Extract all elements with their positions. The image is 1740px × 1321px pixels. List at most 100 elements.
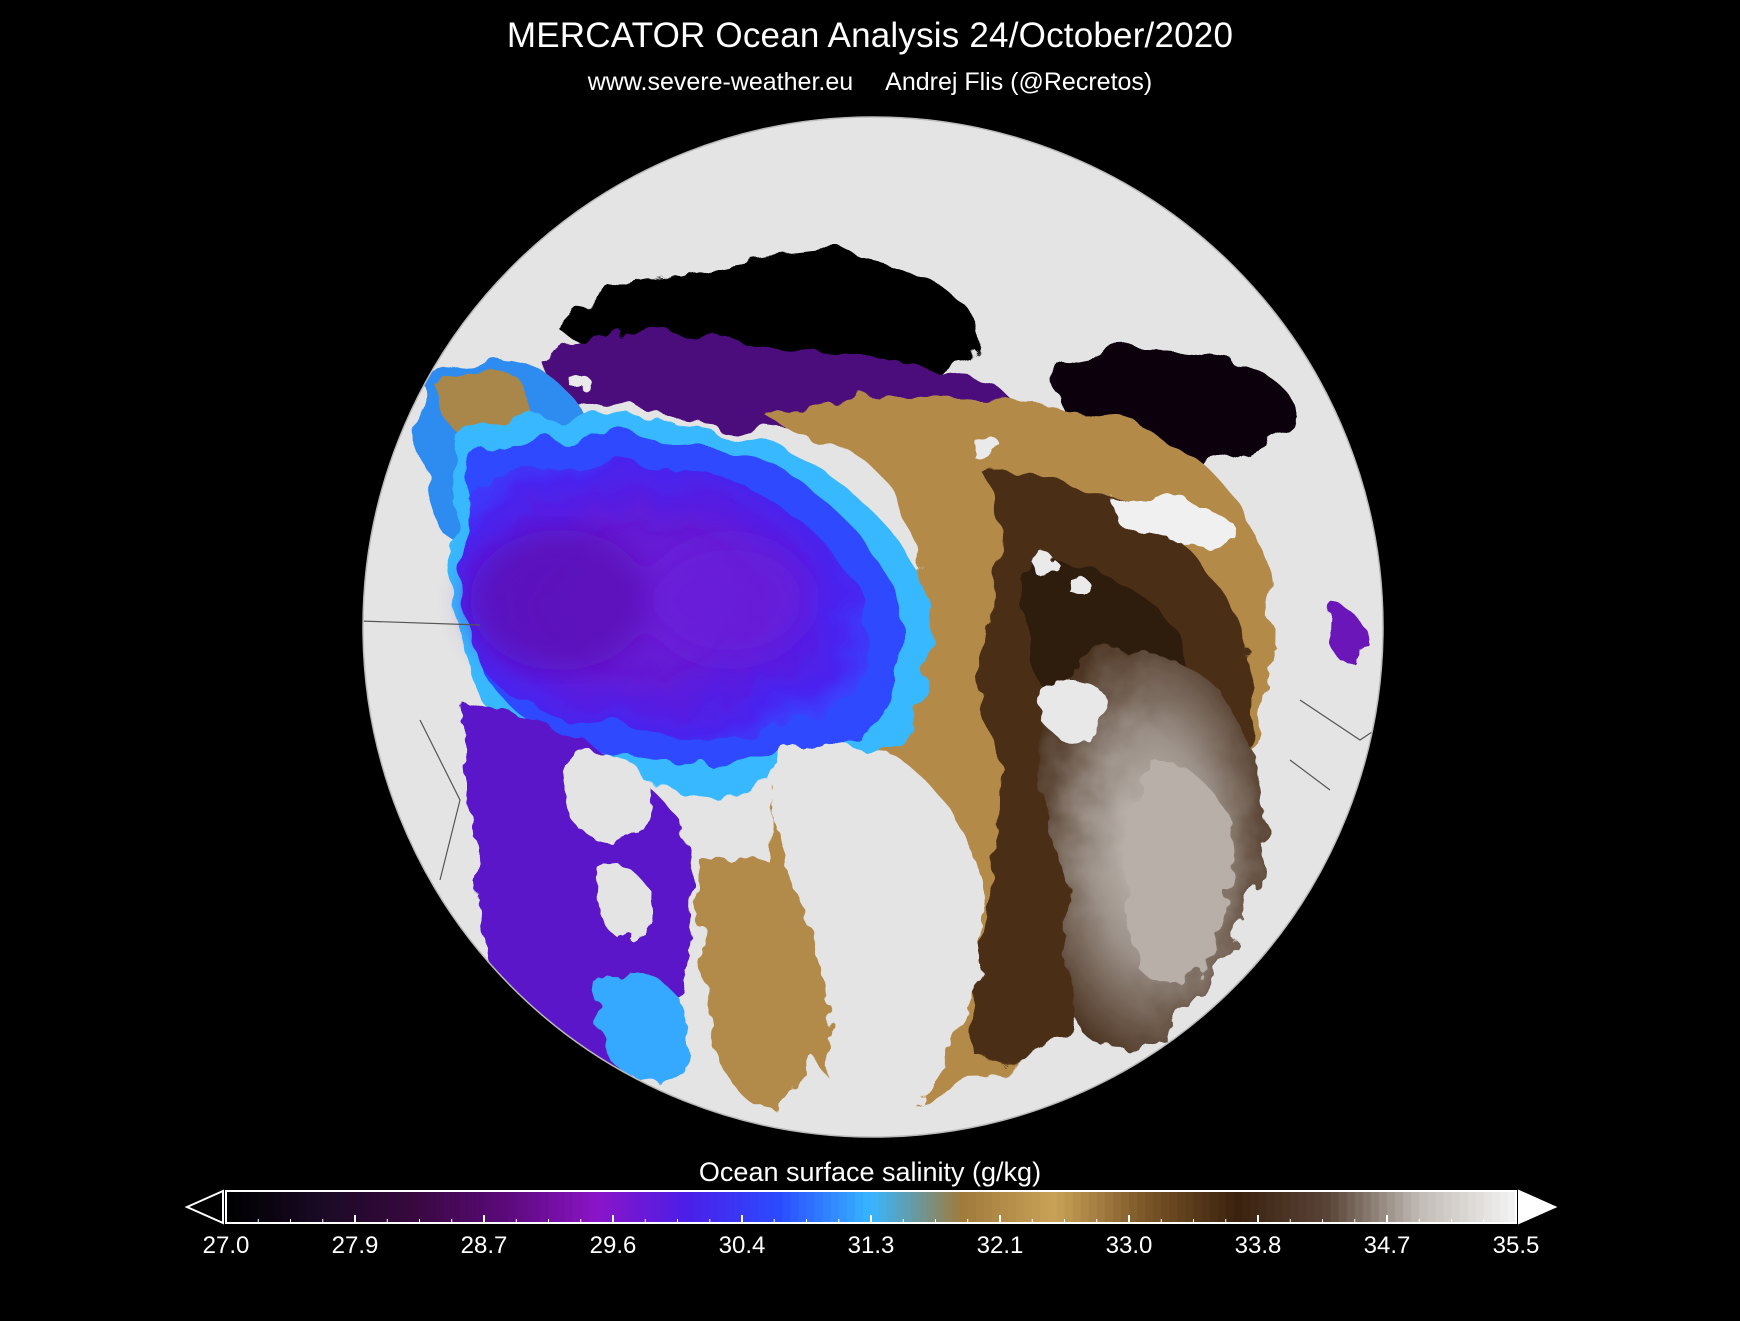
colorbar-cell xyxy=(693,1191,703,1223)
colorbar-cell xyxy=(1008,1191,1017,1223)
colorbar-cell xyxy=(1185,1191,1195,1223)
colorbar-cell xyxy=(1475,1191,1485,1223)
colorbar-cell xyxy=(484,1191,493,1223)
colorbar-tick-label: 34.7 xyxy=(1363,1232,1411,1259)
colorbar-cell xyxy=(419,1191,429,1223)
colorbar-cell xyxy=(548,1191,558,1223)
colorbar-cell xyxy=(1032,1191,1041,1223)
author-credit: Andrej Flis (@Recretos) xyxy=(885,68,1153,96)
colorbar-tick-label: 33.0 xyxy=(1105,1232,1153,1259)
colorbar-cell xyxy=(701,1191,711,1223)
colorbar-cell xyxy=(935,1191,945,1223)
colorbar-cell xyxy=(1169,1191,1178,1223)
colorbar-cell xyxy=(1274,1191,1283,1223)
colorbar-cell xyxy=(540,1191,550,1223)
colorbar-cell xyxy=(1483,1191,1493,1223)
colorbar-cell xyxy=(1129,1191,1138,1223)
colorbar-cell xyxy=(911,1191,920,1223)
novaya-zemlya-land xyxy=(1110,497,1233,548)
colorbar-cell xyxy=(330,1191,340,1223)
colorbar-cell xyxy=(266,1191,275,1223)
colorbar-cell xyxy=(1346,1191,1356,1223)
colorbar-cell xyxy=(766,1191,775,1223)
colorbar-cell xyxy=(1000,1191,1009,1223)
colorbar-cell xyxy=(742,1191,751,1223)
franz-josef-land xyxy=(1030,556,1088,592)
baffin-bay-cyan xyxy=(596,973,690,1083)
colorbar-cell xyxy=(621,1191,630,1223)
colorbar-cell xyxy=(234,1191,243,1223)
colorbar-cell xyxy=(814,1191,824,1223)
colorbar-cell xyxy=(467,1191,477,1223)
colorbar-cell xyxy=(1104,1191,1114,1223)
colorbar-cell xyxy=(1201,1191,1211,1223)
colorbar-tick-label: 27.0 xyxy=(202,1232,250,1259)
colorbar-cell xyxy=(306,1191,316,1223)
colorbar-cell xyxy=(887,1191,896,1223)
colorbar-cell xyxy=(1459,1191,1469,1223)
colorbar-cell xyxy=(1266,1191,1275,1223)
colorbar-cell xyxy=(516,1191,525,1223)
map-credits: www.severe-weather.eu Andrej Flis (@Recre… xyxy=(0,68,1740,97)
colorbar-label: Ocean surface salinity (g/kg) xyxy=(698,1157,1042,1187)
colorbar-cell xyxy=(1153,1191,1162,1223)
colorbar-cell xyxy=(1016,1191,1025,1223)
colorbar-tick-label: 35.5 xyxy=(1492,1232,1540,1259)
colorbar-cell xyxy=(1451,1191,1461,1223)
colorbar-cell xyxy=(943,1191,953,1223)
colorbar-cell xyxy=(1306,1191,1316,1223)
colorbar-cell xyxy=(830,1191,840,1223)
colorbar-cell xyxy=(637,1191,646,1223)
colorbar-cell xyxy=(1378,1191,1388,1223)
colorbar-cell xyxy=(290,1191,300,1223)
colorbar-cell xyxy=(1411,1191,1420,1223)
colorbar-cell xyxy=(564,1191,574,1223)
colorbar-cell xyxy=(677,1191,687,1223)
colorbar-cell xyxy=(1161,1191,1170,1223)
colorbar-cell xyxy=(298,1191,308,1223)
colorbar-cell xyxy=(790,1191,800,1223)
norwegian-sea-light xyxy=(1126,760,1233,983)
colorbar-cell xyxy=(629,1191,638,1223)
colorbar-cell xyxy=(1507,1191,1517,1223)
colorbar-cell xyxy=(1338,1191,1348,1223)
colorbar-cell xyxy=(346,1191,356,1223)
colorbar-cell xyxy=(250,1191,259,1223)
colorbar-tick-label: 28.7 xyxy=(460,1232,508,1259)
colorbar-cell xyxy=(1112,1191,1122,1223)
colorbar-cell xyxy=(604,1191,614,1223)
colorbar-cell xyxy=(782,1191,791,1223)
colorbar-cell xyxy=(459,1191,469,1223)
colorbar-cell xyxy=(1217,1191,1227,1223)
colorbar-cell xyxy=(580,1191,590,1223)
beaufort-gyre-core xyxy=(470,530,650,670)
new-siberian-islands xyxy=(970,431,1000,460)
colorbar-cell xyxy=(242,1191,251,1223)
colorbar-cell xyxy=(322,1191,332,1223)
colorbar-cell xyxy=(1088,1191,1098,1223)
colorbar-cell xyxy=(862,1191,872,1223)
colorbar-cell xyxy=(846,1191,856,1223)
colorbar-cell xyxy=(395,1191,404,1223)
colorbar-cell xyxy=(1290,1191,1299,1223)
colorbar-cell xyxy=(1072,1191,1082,1223)
colorbar-cell xyxy=(871,1191,880,1223)
colorbar-cell xyxy=(443,1191,453,1223)
colorbar-cell xyxy=(258,1191,267,1223)
colorbar-cell xyxy=(709,1191,719,1223)
colorbar-cell xyxy=(282,1191,292,1223)
colorbar-cell xyxy=(226,1191,235,1223)
colorbar-cell xyxy=(1096,1191,1106,1223)
colorbar-cell xyxy=(1370,1191,1380,1223)
colorbar-cell xyxy=(685,1191,695,1223)
colorbar-cell xyxy=(717,1191,727,1223)
source-website: www.severe-weather.eu xyxy=(587,68,854,96)
map-boundary xyxy=(362,116,1384,1138)
colorbar-cell xyxy=(1322,1191,1332,1223)
colorbar-cell xyxy=(1064,1191,1074,1223)
colorbar-cell xyxy=(975,1191,985,1223)
colorbar-cell xyxy=(451,1191,461,1223)
colorbar-cell xyxy=(475,1191,485,1223)
colorbar-cell xyxy=(1225,1191,1235,1223)
